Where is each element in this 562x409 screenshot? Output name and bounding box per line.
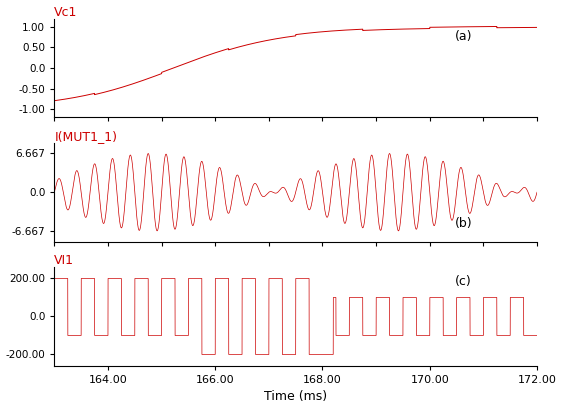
Text: (c): (c) xyxy=(455,275,472,288)
Text: VI1: VI1 xyxy=(55,254,74,267)
Text: I(MUT1_1): I(MUT1_1) xyxy=(55,130,117,143)
Text: (a): (a) xyxy=(455,30,473,43)
Text: (b): (b) xyxy=(455,217,473,230)
X-axis label: Time (ms): Time (ms) xyxy=(264,391,327,403)
Text: Vc1: Vc1 xyxy=(55,6,78,18)
